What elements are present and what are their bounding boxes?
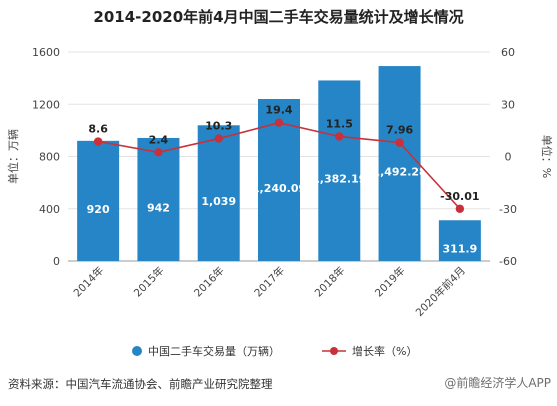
y-left-tick-label: 400 bbox=[39, 203, 60, 216]
x-tick-label: 2019年 bbox=[372, 264, 408, 300]
line-point bbox=[455, 204, 465, 213]
x-tick-label: 2014年 bbox=[71, 264, 107, 300]
y-axis-right-label: 单位：% bbox=[540, 135, 554, 178]
y-right-tick-label: -30 bbox=[499, 203, 517, 216]
line-point bbox=[214, 134, 223, 143]
bar-value-label: 311.9 bbox=[442, 243, 477, 256]
bar bbox=[77, 140, 120, 261]
bar-value-label: 1,382.19 bbox=[312, 173, 366, 186]
source-note: 资料来源：中国汽车流通协会、前瞻产业研究院整理 bbox=[8, 377, 273, 391]
legend-line-point bbox=[330, 347, 338, 355]
legend-bar-marker bbox=[132, 346, 142, 356]
bar bbox=[197, 125, 240, 261]
y-left-tick-label: 1200 bbox=[32, 98, 60, 111]
watermark: @前瞻经济学人APP bbox=[444, 376, 551, 390]
bar bbox=[378, 66, 421, 261]
y-left-tick-label: 0 bbox=[53, 255, 60, 268]
bar-value-label: 1,240.09 bbox=[252, 182, 306, 195]
line-value-label: -30.01 bbox=[440, 190, 479, 203]
y-right-tick-label: -60 bbox=[499, 255, 517, 268]
line-point bbox=[274, 118, 284, 127]
bar bbox=[318, 80, 361, 261]
legend-bar-label: 中国二手车交易量（万辆） bbox=[148, 344, 280, 358]
line-value-label: 11.5 bbox=[326, 117, 353, 130]
x-tick-label: 2017年 bbox=[252, 264, 288, 300]
line-value-label: 2.4 bbox=[149, 133, 169, 146]
line-point bbox=[93, 137, 103, 146]
bar-value-label: 1,039 bbox=[201, 195, 236, 208]
line-value-label: 7.96 bbox=[386, 124, 413, 137]
y-axis-left-label: 单位：万辆 bbox=[6, 129, 20, 184]
line-series: 8.6 2.4 10.3 19.4 11.5 7.96 -30.01 bbox=[88, 104, 480, 213]
y-axis-left: 0 400 800 1200 1600 bbox=[32, 46, 60, 268]
bar bbox=[137, 137, 180, 261]
line-point bbox=[335, 132, 344, 141]
line-point bbox=[395, 138, 404, 147]
x-axis: 2014年 2015年 2016年 2017年 2018年 2019年 2020年前4月 bbox=[71, 264, 468, 319]
line-value-label: 19.4 bbox=[265, 104, 292, 117]
legend: 中国二手车交易量（万辆） 增长率（%） bbox=[132, 344, 417, 358]
y-right-tick-label: 60 bbox=[501, 46, 515, 59]
y-left-tick-label: 800 bbox=[39, 151, 60, 164]
x-tick-label: 2016年 bbox=[191, 264, 227, 300]
bar-value-label: 1,492.28 bbox=[372, 166, 426, 179]
y-right-tick-label: 0 bbox=[505, 151, 512, 164]
line-value-label: 8.6 bbox=[88, 123, 108, 136]
y-right-tick-label: 30 bbox=[501, 98, 515, 111]
x-tick-label: 2015年 bbox=[131, 264, 167, 300]
y-axis-right: -60 -30 0 30 60 bbox=[499, 46, 517, 268]
bar bbox=[438, 220, 481, 261]
chart-title: 2014-2020年前4月中国二手车交易量统计及增长情况 bbox=[93, 8, 464, 26]
bar-value-label: 920 bbox=[87, 203, 110, 216]
y-left-tick-label: 1600 bbox=[32, 46, 60, 59]
line-value-label: 10.3 bbox=[205, 120, 232, 133]
bar-value-label: 942 bbox=[147, 201, 170, 214]
line-point bbox=[154, 148, 163, 157]
x-tick-label: 2020年前4月 bbox=[413, 264, 468, 319]
x-tick-label: 2018年 bbox=[312, 264, 348, 300]
bar-series: 920 942 1,039 1,240.09 1,382.19 1,492.28 311.9 bbox=[77, 66, 481, 261]
legend-line-label: 增长率（%） bbox=[352, 344, 417, 358]
